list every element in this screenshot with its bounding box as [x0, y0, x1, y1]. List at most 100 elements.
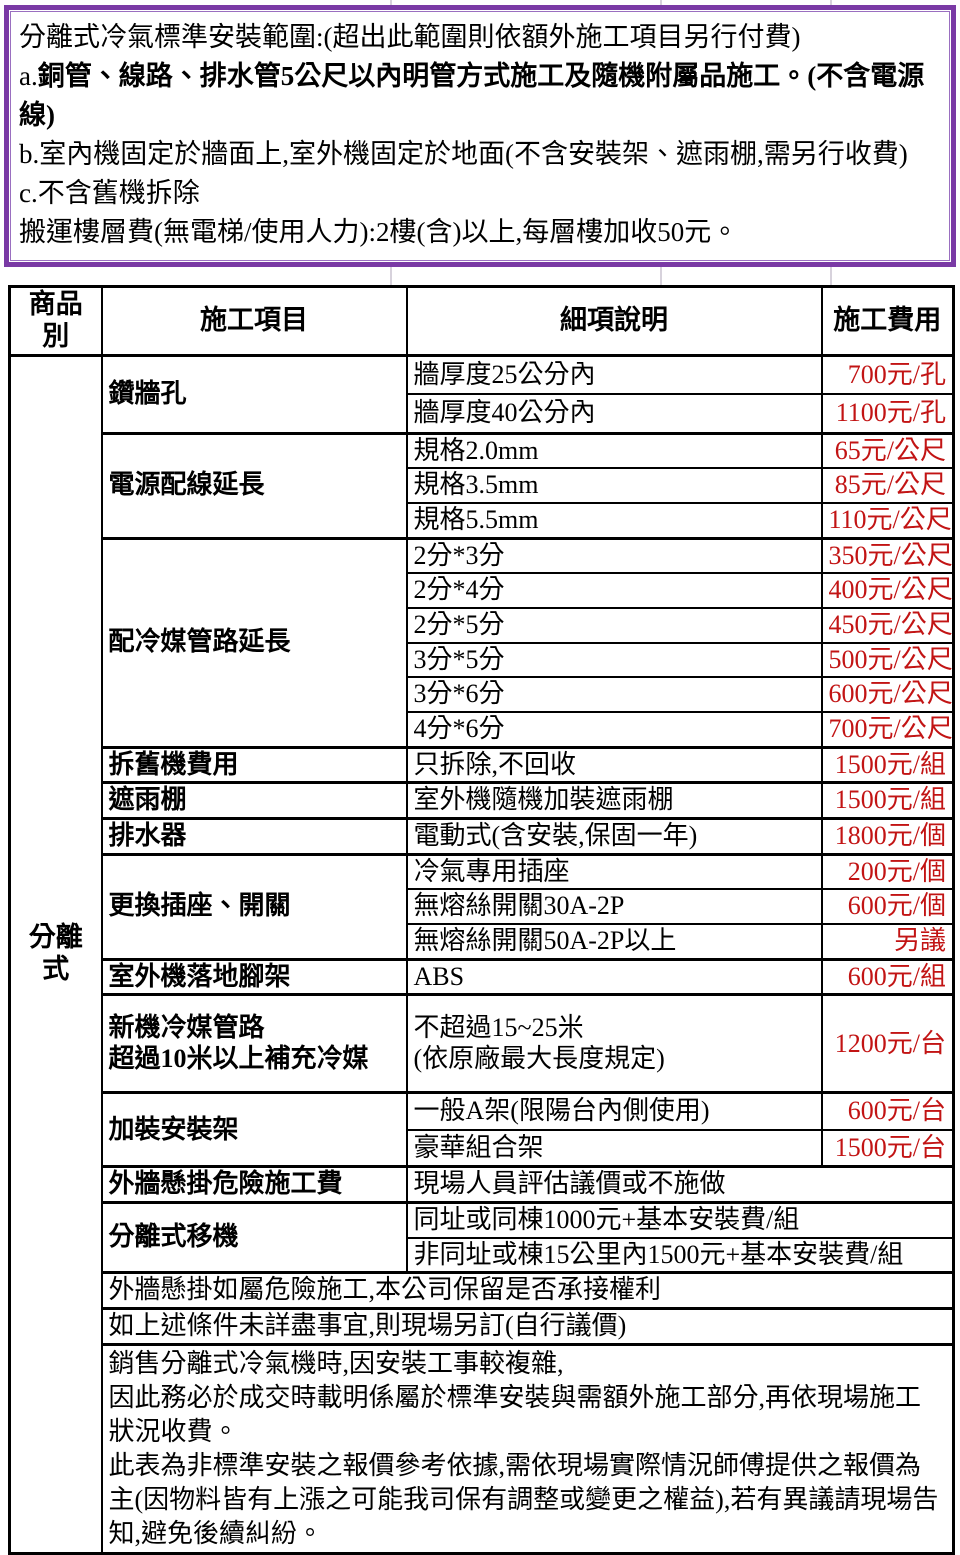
detail-cell: 無熔絲開關50A-2P以上 — [405, 923, 823, 961]
item-cell-socket-switch: 更換插座、開關 — [100, 852, 408, 961]
footnote-paragraph: 因此務必於成交時載明係屬於標準安裝與需額外施工部分,再依現場施工狀況收費。 — [108, 1382, 922, 1446]
footnote-row: 外牆懸掛如屬危險施工,本公司保留是否承接權利 — [10, 1271, 955, 1310]
table-row: 豪華組合架 1500元/台 — [10, 1128, 955, 1168]
note-line-c: c.不含舊機拆除 — [19, 178, 200, 208]
detail-cell: 3分*5分 — [405, 641, 823, 679]
fee-cell: 1500元/組 — [820, 781, 955, 820]
fee-cell: 350元/公尺 — [820, 536, 955, 575]
item-cell-refrigerant-piping: 配冷媒管路延長 — [100, 536, 408, 749]
table-row: 4分*6分 700元/公尺 — [10, 711, 955, 749]
fee-cell: 1800元/個 — [820, 817, 955, 856]
header-product-category: 商品別 — [8, 285, 103, 357]
header-fee: 施工費用 — [820, 285, 955, 357]
item-cell-exterior-wall-risk-fee: 外牆懸掛危險施工費 — [100, 1165, 408, 1204]
footnote-paragraph: 銷售分離式冷氣機時,因安裝工事較複雜, — [108, 1348, 564, 1378]
standard-installation-note-box: 分離式冷氣標準安裝範圍:(超出此範圍則依額外施工項目另行付費) a.銅管、線路、… — [4, 5, 956, 267]
fee-cell: 600元/公尺 — [820, 676, 955, 714]
detail-cell: 只拆除,不回收 — [405, 745, 823, 784]
table-row: 規格3.5mm 85元/公尺 — [10, 467, 955, 505]
category-cell: 分離式 — [8, 353, 103, 1555]
detail-cell: 2分*5分 — [405, 607, 823, 644]
fee-cell: 1100元/孔 — [820, 393, 955, 435]
detail-cell: 牆厚度40公分內 — [405, 393, 823, 435]
table-row: 規格5.5mm 110元/公尺 — [10, 502, 955, 540]
table-row: 排水器 電動式(含安裝,保固一年) 1800元/個 — [10, 817, 955, 856]
table-row: 牆厚度40公分內 1100元/孔 — [10, 393, 955, 435]
note-line-a-body: 銅管、線路、排水管5公尺以內明管方式施工及隨機附屬品施工。(不含電源線) — [19, 61, 925, 130]
footnote-cell: 如上述條件未詳盡事宜,則現場另訂(自行議價) — [100, 1307, 955, 1346]
detail-cell: 規格3.5mm — [405, 467, 823, 505]
detail-cell: 冷氣專用插座 — [405, 852, 823, 891]
detail-cell: 2分*4分 — [405, 572, 823, 610]
fee-cell: 1500元/組 — [820, 745, 955, 784]
table-row: 外牆懸掛危險施工費 現場人員評估議價或不施做 — [10, 1165, 955, 1204]
item-cell-outdoor-floor-stand: 室外機落地腳架 — [100, 957, 408, 996]
detail-line: (依原廠最大長度規定) — [413, 1043, 665, 1073]
item-cell-refrigerant-refill: 新機冷媒管路 超過10米以上補充冷媒 — [100, 993, 408, 1094]
table-row: 加裝安裝架 一般A架(限陽台內側使用) 600元/台 — [10, 1091, 955, 1168]
table-row: 無熔絲開關50A-2P以上 另議 — [10, 923, 955, 961]
detail-line: 不超過15~25米 — [413, 1013, 584, 1043]
note-line-a-prefix: a. — [19, 61, 38, 91]
note-line-b: b.室內機固定於牆面上,室外機固定於地面(不含安裝架、遮雨棚,需另行收費) — [19, 139, 908, 169]
installation-fee-table: 商品別 施工項目 細項說明 施工費用 分離式 鑽牆孔 牆厚度25公分內 700元… — [8, 285, 955, 1555]
gridline — [660, 267, 662, 285]
fee-cell: 110元/公尺 — [820, 502, 955, 540]
gridline — [390, 267, 392, 285]
detail-cell: 無熔絲開關30A-2P — [405, 888, 823, 926]
fee-cell: 600元/個 — [820, 888, 955, 926]
detail-cell: 牆厚度25公分內 — [405, 353, 823, 396]
detail-cell: 現場人員評估議價或不施做 — [405, 1165, 955, 1204]
fee-cell: 1500元/台 — [820, 1128, 955, 1168]
gridline — [390, 0, 392, 5]
detail-cell: ABS — [405, 957, 823, 996]
gridline — [830, 267, 832, 285]
table-row: 非同址或棟15公里內1500元+基本安裝費/組 — [10, 1236, 955, 1274]
fee-cell: 450元/公尺 — [820, 607, 955, 644]
fee-cell: 500元/公尺 — [820, 641, 955, 679]
gridline — [660, 0, 662, 5]
fee-cell: 700元/孔 — [820, 353, 955, 396]
table-row: 新機冷媒管路 超過10米以上補充冷媒 不超過15~25米 (依原廠最大長度規定)… — [10, 993, 955, 1094]
detail-cell: 非同址或棟15公里內1500元+基本安裝費/組 — [405, 1236, 955, 1274]
detail-cell: 同址或同棟1000元+基本安裝費/組 — [405, 1201, 955, 1239]
item-cell-power-wiring: 電源配線延長 — [100, 431, 408, 540]
detail-cell: 規格2.0mm — [405, 431, 823, 470]
table-row: 室外機落地腳架 ABS 600元/組 — [10, 957, 955, 996]
spreadsheet-gridline-strip-top — [0, 0, 960, 5]
item-cell-mounting-bracket: 加裝安裝架 — [100, 1091, 408, 1168]
detail-cell: 規格5.5mm — [405, 502, 823, 540]
table-row: 分離式 鑽牆孔 牆厚度25公分內 700元/孔 — [8, 353, 955, 1555]
note-line-a: a.銅管、線路、排水管5公尺以內明管方式施工及隨機附屬品施工。(不含電源線) — [19, 57, 939, 135]
detail-cell: 一般A架(限陽台內側使用) — [405, 1091, 823, 1131]
header-detail: 細項說明 — [405, 285, 823, 357]
footnote-paragraph: 此表為非標準安裝之報價參考依據,需依現場實際情況師傅提供之報價為主(因物料皆有上… — [108, 1450, 939, 1548]
gridline — [830, 0, 832, 5]
detail-cell: 電動式(含安裝,保固一年) — [405, 817, 823, 856]
footnote-paragraphs-cell: 銷售分離式冷氣機時,因安裝工事較複雜, 因此務必於成交時載明係屬於標準安裝與需額… — [100, 1342, 955, 1555]
item-cell-old-unit-removal: 拆舊機費用 — [100, 745, 408, 784]
footnote-block-row: 銷售分離式冷氣機時,因安裝工事較複雜, 因此務必於成交時載明係屬於標準安裝與需額… — [10, 1342, 955, 1555]
detail-cell: 室外機隨機加裝遮雨棚 — [405, 781, 823, 820]
fee-cell: 85元/公尺 — [820, 467, 955, 505]
footnote-cell: 外牆懸掛如屬危險施工,本公司保留是否承接權利 — [100, 1271, 955, 1310]
table-row: 2分*5分 450元/公尺 — [10, 607, 955, 644]
item-line: 超過10米以上補充冷媒 — [108, 1043, 369, 1073]
fee-cell: 600元/台 — [820, 1091, 955, 1131]
table-row: 拆舊機費用 只拆除,不回收 1500元/組 — [10, 745, 955, 784]
note-line-scope: 分離式冷氣標準安裝範圍:(超出此範圍則依額外施工項目另行付費) — [19, 22, 801, 52]
spreadsheet-gridline-strip-gap — [0, 267, 960, 285]
table-row: 配冷媒管路延長 2分*3分 350元/公尺 — [10, 536, 955, 749]
fee-cell: 200元/個 — [820, 852, 955, 891]
fee-cell: 700元/公尺 — [820, 711, 955, 749]
fee-cell: 1200元/台 — [820, 993, 955, 1094]
table-row: 2分*4分 400元/公尺 — [10, 572, 955, 610]
table-row: 更換插座、開關 冷氣專用插座 200元/個 — [10, 852, 955, 961]
detail-cell: 3分*6分 — [405, 676, 823, 714]
table-row: 電源配線延長 規格2.0mm 65元/公尺 — [10, 431, 955, 540]
table-row: 無熔絲開關30A-2P 600元/個 — [10, 888, 955, 926]
table-row: 3分*6分 600元/公尺 — [10, 676, 955, 714]
item-cell-drain-pump: 排水器 — [100, 817, 408, 856]
fee-cell: 另議 — [820, 923, 955, 961]
table-header-row: 商品別 施工項目 細項說明 施工費用 — [8, 285, 955, 357]
